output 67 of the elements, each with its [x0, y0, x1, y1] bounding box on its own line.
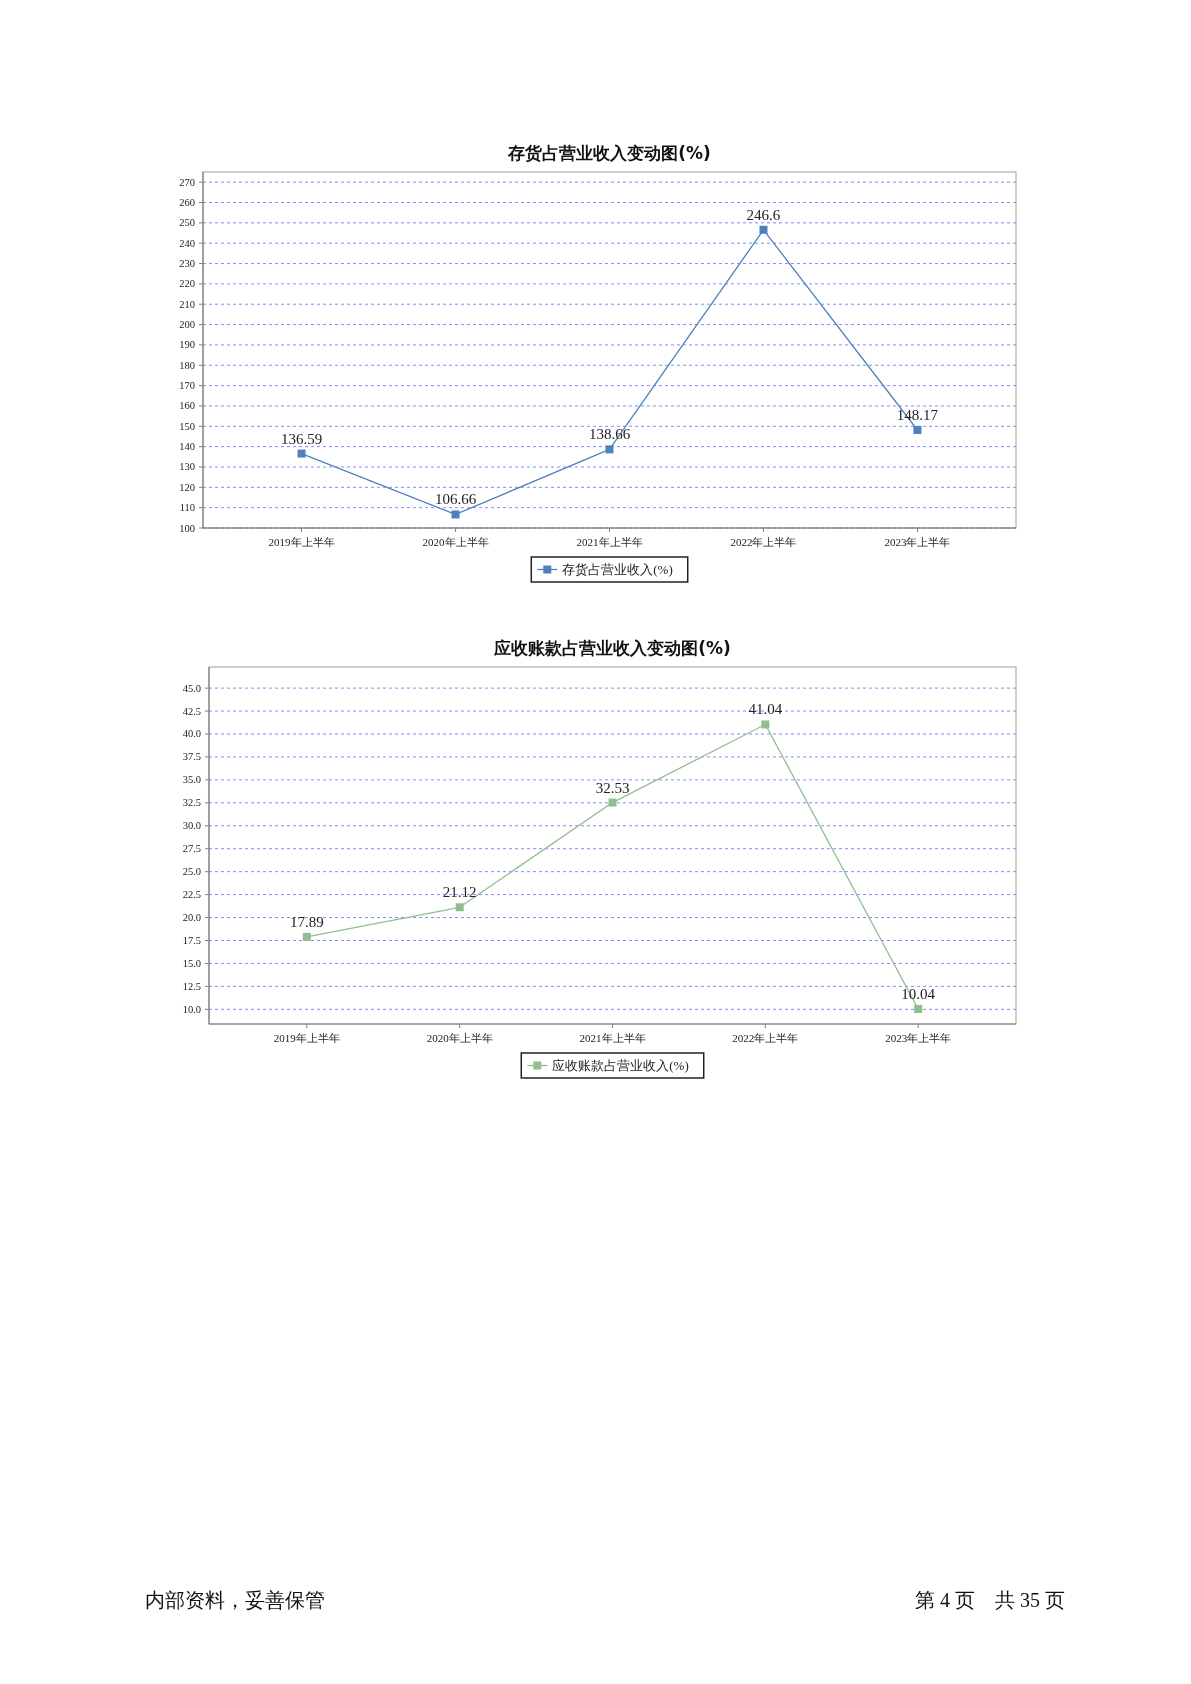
y-tick-label: 27.5 [182, 843, 201, 855]
y-tick-label: 17.5 [182, 934, 201, 946]
text: 第 4 页 共 35 页 [915, 1589, 1065, 1611]
y-tick-label: 30.0 [182, 820, 201, 832]
y-tick-label: 270 [179, 176, 195, 188]
x-tick-label: 2020年上半年 [426, 1032, 493, 1044]
y-tick-label: 45.0 [182, 682, 201, 694]
point [302, 932, 311, 941]
y-tick-label: 15.0 [182, 957, 201, 969]
data-label: 136.59 [280, 430, 323, 447]
point [455, 903, 464, 912]
y-tick-label: 25.0 [182, 866, 201, 878]
x-tick-label: 2019年上半年 [273, 1032, 340, 1044]
y-tick-label: 160 [179, 400, 195, 412]
point [759, 225, 768, 234]
x-tick-label: 2023年上半年 [885, 1032, 952, 1044]
y-tick-label: 130 [179, 461, 195, 473]
y-tick-label: 120 [179, 481, 195, 493]
y-tick-label: 20.0 [182, 912, 201, 924]
data-label: 17.89 [289, 913, 324, 930]
y-tick-label: 240 [179, 237, 195, 249]
y-tick-label: 32.5 [182, 797, 201, 809]
text: 内部资料，妥善保管 [145, 1589, 325, 1611]
y-tick-label: 10.0 [182, 1003, 201, 1015]
point [913, 426, 922, 435]
y-tick-label: 230 [179, 258, 195, 270]
point [608, 798, 617, 807]
x-tick-label: 2023年上半年 [884, 536, 951, 548]
point [605, 445, 614, 454]
x-tick-label: 2021年上半年 [579, 1032, 646, 1044]
y-tick-label: 110 [179, 502, 195, 514]
legend-label: 应收账款占营业收入(%) [552, 1058, 689, 1073]
y-tick-label: 220 [179, 278, 195, 290]
data-label: 10.04 [901, 985, 936, 1002]
data-label: 41.04 [748, 701, 783, 718]
y-tick-label: 12.5 [182, 980, 201, 992]
x-tick-label: 2020年上半年 [422, 536, 489, 548]
data-label: 21.12 [442, 884, 477, 901]
y-tick-label: 35.0 [182, 774, 201, 786]
point [761, 720, 770, 729]
y-tick-label: 250 [179, 217, 195, 229]
legend-label: 存货占营业收入(%) [562, 562, 673, 577]
y-tick-label: 190 [179, 339, 195, 351]
y-tick-label: 200 [179, 319, 195, 331]
y-tick-label: 140 [179, 441, 195, 453]
x-tick-label: 2022年上半年 [732, 1032, 799, 1044]
y-tick-label: 37.5 [182, 751, 201, 763]
x-tick-label: 2021年上半年 [576, 536, 643, 548]
chart-title: 应收账款占营业收入变动图(%) [493, 638, 731, 658]
y-tick-label: 210 [179, 298, 195, 310]
point [914, 1004, 923, 1013]
x-tick-label: 2019年上半年 [268, 536, 335, 548]
y-tick-label: 22.5 [182, 889, 201, 901]
y-tick-label: 42.5 [182, 705, 201, 717]
y-tick-label: 170 [179, 380, 195, 392]
data-label: 106.66 [434, 491, 477, 508]
x-tick-label: 2022年上半年 [730, 536, 797, 548]
point [297, 449, 306, 458]
y-tick-label: 260 [179, 197, 195, 209]
y-tick-label: 150 [179, 420, 195, 432]
y-tick-label: 180 [179, 359, 195, 371]
y-tick-label: 100 [179, 522, 195, 534]
point [451, 510, 460, 519]
y-tick-label: 40.0 [182, 728, 201, 740]
data-label: 32.53 [595, 779, 630, 796]
data-label: 246.6 [746, 206, 781, 223]
chart-title: 存货占营业收入变动图(%) [507, 143, 711, 163]
